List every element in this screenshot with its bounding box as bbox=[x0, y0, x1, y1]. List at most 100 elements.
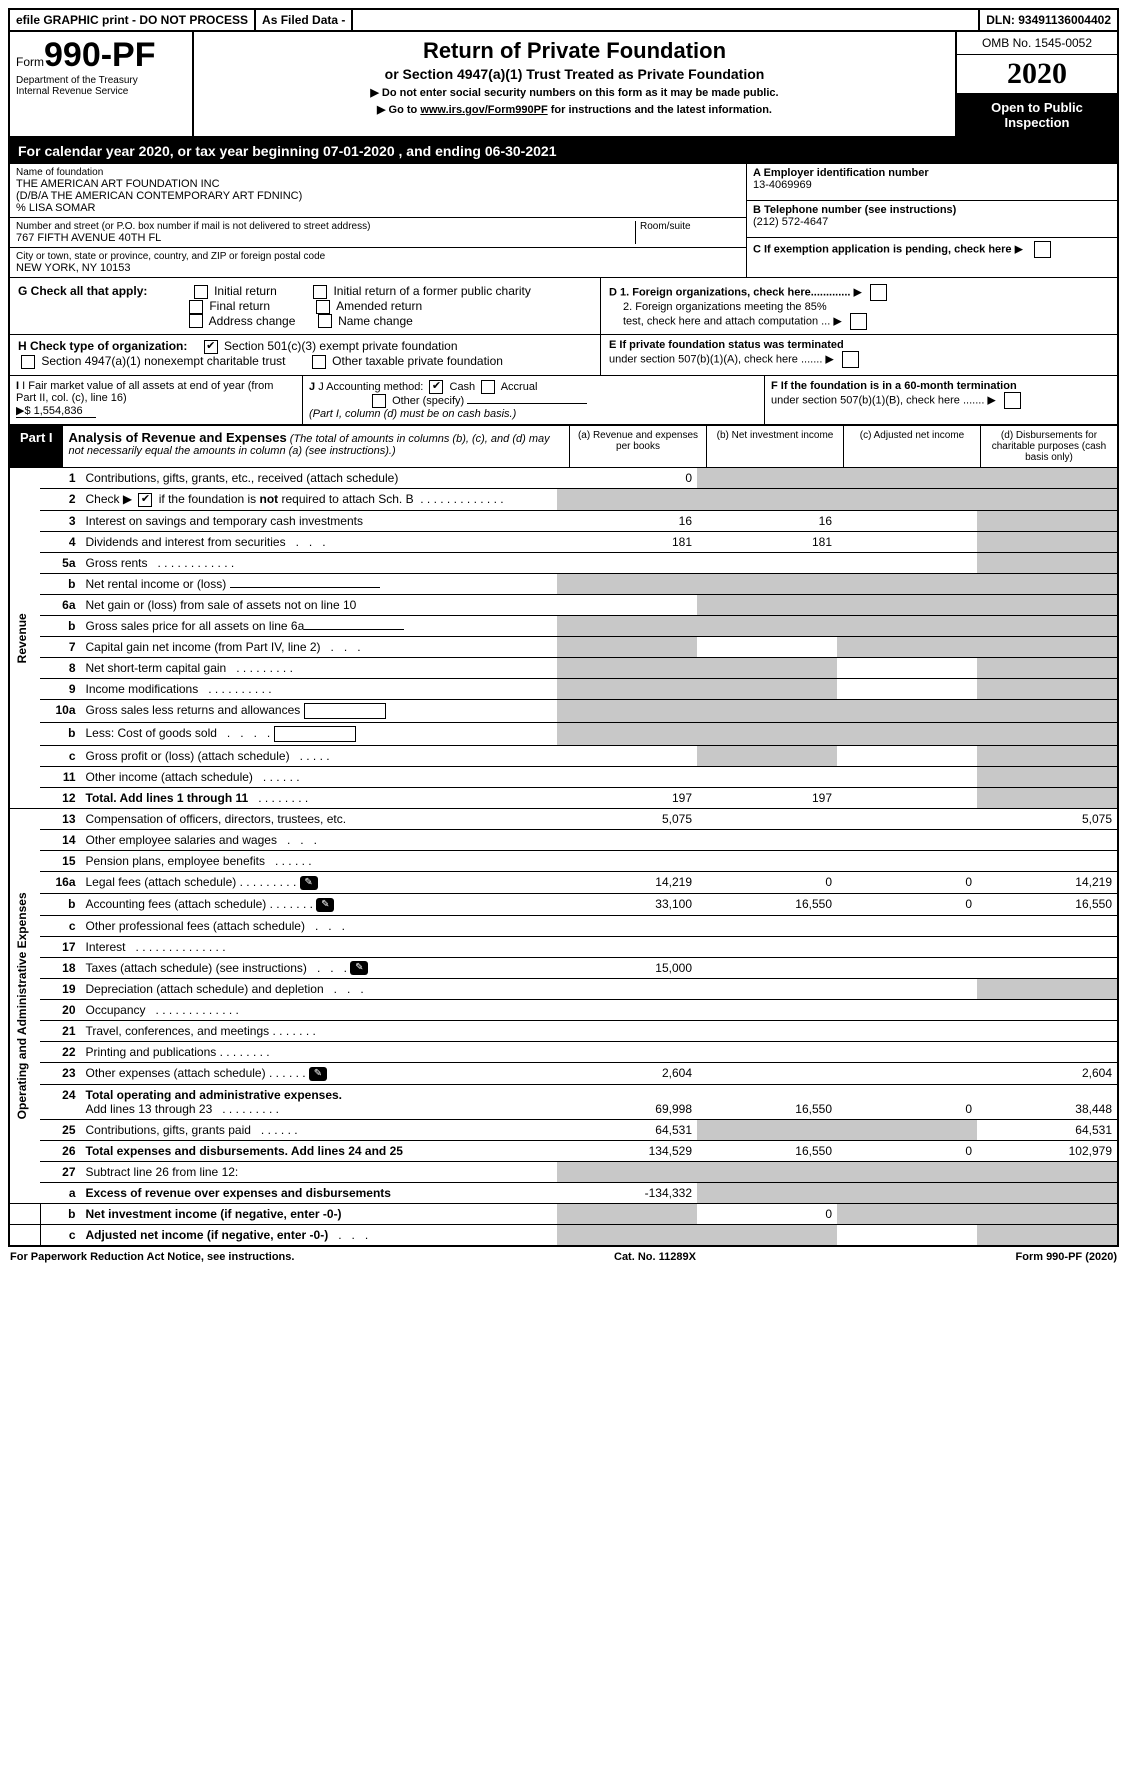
footer-mid: Cat. No. 11289X bbox=[614, 1251, 696, 1263]
line15: Pension plans, employee benefits . . . .… bbox=[81, 850, 558, 871]
g-address-chk[interactable] bbox=[189, 314, 203, 328]
r12-b: 197 bbox=[697, 787, 837, 808]
footer-left: For Paperwork Reduction Act Notice, see … bbox=[10, 1251, 294, 1263]
r25-a: 64,531 bbox=[557, 1120, 697, 1141]
fmv-j: J J Accounting method: ✔ Cash Accrual Ot… bbox=[303, 376, 765, 424]
r27b-b: 0 bbox=[697, 1204, 837, 1225]
line23: Other expenses (attach schedule) . . . .… bbox=[81, 1063, 558, 1085]
line1: Contributions, gifts, grants, etc., rece… bbox=[81, 468, 558, 489]
j-cash-chk[interactable]: ✔ bbox=[429, 380, 443, 394]
d2b: test, check here and attach computation … bbox=[623, 315, 830, 327]
cal-mid: , and ending bbox=[399, 143, 485, 159]
r3-b: 16 bbox=[697, 510, 837, 531]
line10a: Gross sales less returns and allowances bbox=[81, 699, 558, 722]
name-label: Name of foundation bbox=[16, 167, 740, 178]
ein-row: A Employer identification number 13-4069… bbox=[747, 164, 1117, 201]
dln: DLN: 93491136004402 bbox=[980, 10, 1117, 30]
irs-link[interactable]: www.irs.gov/Form990PF bbox=[420, 104, 547, 116]
calendar-row: For calendar year 2020, or tax year begi… bbox=[10, 138, 1117, 164]
r24-d: 38,448 bbox=[977, 1085, 1117, 1120]
r4-b: 181 bbox=[697, 531, 837, 552]
line9: Income modifications . . . . . . . . . . bbox=[81, 678, 558, 699]
footer: For Paperwork Reduction Act Notice, see … bbox=[8, 1247, 1119, 1267]
addr-label: Number and street (or P.O. box number if… bbox=[16, 221, 631, 232]
form-990pf-page: efile GRAPHIC print - DO NOT PROCESS As … bbox=[8, 8, 1119, 1247]
g-former-chk[interactable] bbox=[313, 285, 327, 299]
r13-a: 5,075 bbox=[557, 808, 697, 829]
f-chk[interactable] bbox=[1004, 392, 1021, 409]
f2: under section 507(b)(1)(B), check here .… bbox=[771, 395, 984, 407]
r4-a: 181 bbox=[557, 531, 697, 552]
line14: Other employee salaries and wages . . . bbox=[81, 829, 558, 850]
line4: Dividends and interest from securities .… bbox=[81, 531, 558, 552]
g-final-chk[interactable] bbox=[189, 300, 203, 314]
line5b: Net rental income or (loss) bbox=[81, 573, 558, 594]
pen-icon[interactable]: ✎ bbox=[350, 961, 368, 975]
g-h-left: G Check all that apply: Initial return I… bbox=[10, 278, 600, 375]
j-accr-chk[interactable] bbox=[481, 380, 495, 394]
h-501c3-chk[interactable]: ✔ bbox=[204, 340, 218, 354]
r16a-b: 0 bbox=[697, 871, 837, 893]
h-other-chk[interactable] bbox=[312, 355, 326, 369]
e-chk[interactable] bbox=[842, 351, 859, 368]
d1-chk[interactable] bbox=[870, 284, 887, 301]
footer-right: Form 990-PF (2020) bbox=[1016, 1251, 1118, 1263]
addr-value: 767 FIFTH AVENUE 40TH FL bbox=[16, 232, 631, 244]
dept2: Internal Revenue Service bbox=[16, 86, 186, 97]
line27: Subtract line 26 from line 12: bbox=[81, 1162, 558, 1183]
r24-a: 69,998 bbox=[557, 1085, 697, 1120]
fmv-i-value: ▶$ 1,554,836 bbox=[16, 404, 96, 418]
r16b-b: 16,550 bbox=[697, 893, 837, 915]
title-main: Return of Private Foundation bbox=[200, 38, 949, 64]
pen-icon[interactable]: ✎ bbox=[309, 1067, 327, 1081]
col-b-head: (b) Net investment income bbox=[707, 426, 844, 467]
h-4947-chk[interactable] bbox=[21, 355, 35, 369]
g-initial-chk[interactable] bbox=[194, 285, 208, 299]
part1-badge: Part I bbox=[10, 426, 63, 467]
g-opt1: Initial return of a former public charit… bbox=[333, 284, 530, 298]
side-expenses: Operating and Administrative Expenses bbox=[10, 808, 40, 1203]
r16b-c: 0 bbox=[837, 893, 977, 915]
g-row: G Check all that apply: Initial return I… bbox=[18, 284, 592, 328]
r18-a: 15,000 bbox=[557, 957, 697, 979]
form-number: 990-PF bbox=[44, 36, 156, 74]
open-inspection: Open to Public Inspection bbox=[957, 94, 1117, 136]
pen-icon[interactable]: ✎ bbox=[300, 876, 318, 890]
pen-icon[interactable]: ✎ bbox=[316, 898, 334, 912]
ein-value: 13-4069969 bbox=[753, 179, 1111, 191]
g-opt0: Initial return bbox=[214, 284, 277, 298]
id-left: Name of foundation THE AMERICAN ART FOUN… bbox=[10, 164, 746, 277]
h-opt1: Section 501(c)(3) exempt private foundat… bbox=[224, 339, 457, 353]
line7: Capital gain net income (from Part IV, l… bbox=[81, 636, 558, 657]
fmv-row: I I Fair market value of all assets at e… bbox=[10, 376, 1117, 426]
line21: Travel, conferences, and meetings . . . … bbox=[81, 1021, 558, 1042]
title-box: Return of Private Foundation or Section … bbox=[194, 32, 955, 136]
g-label: G Check all that apply: bbox=[18, 284, 147, 298]
line18: Taxes (attach schedule) (see instruction… bbox=[81, 957, 558, 979]
d1-row: D 1. Foreign organizations, check here..… bbox=[609, 284, 1109, 301]
r13-d: 5,075 bbox=[977, 808, 1117, 829]
j-other-chk[interactable] bbox=[372, 394, 386, 408]
j-cash: Cash bbox=[450, 381, 476, 393]
c-checkbox[interactable] bbox=[1034, 241, 1051, 258]
as-filed: As Filed Data - bbox=[256, 10, 353, 30]
line2-chk[interactable]: ✔ bbox=[138, 493, 152, 507]
e1: E If private foundation status was termi… bbox=[609, 339, 844, 351]
title-sub: or Section 4947(a)(1) Trust Treated as P… bbox=[200, 66, 949, 82]
line27c: Adjusted net income (if negative, enter … bbox=[81, 1225, 558, 1246]
room-label: Room/suite bbox=[640, 221, 740, 232]
line13: Compensation of officers, directors, tru… bbox=[81, 808, 558, 829]
line27a: Excess of revenue over expenses and disb… bbox=[81, 1183, 558, 1204]
h-opt3: Other taxable private foundation bbox=[332, 354, 503, 368]
d2-chk[interactable] bbox=[850, 313, 867, 330]
j-other: Other (specify) bbox=[392, 395, 464, 407]
d1-label: D 1. Foreign organizations, check here..… bbox=[609, 286, 850, 298]
part1-header: Part I Analysis of Revenue and Expenses … bbox=[10, 426, 1117, 468]
dept1: Department of the Treasury bbox=[16, 75, 186, 86]
part1-desc: Analysis of Revenue and Expenses (The to… bbox=[63, 426, 569, 467]
g-amended-chk[interactable] bbox=[316, 300, 330, 314]
part1-table: Revenue 1Contributions, gifts, grants, e… bbox=[10, 468, 1117, 1245]
city-label: City or town, state or province, country… bbox=[16, 251, 740, 262]
right-box: OMB No. 1545-0052 2020 Open to Public In… bbox=[955, 32, 1117, 136]
g-name-chk[interactable] bbox=[318, 314, 332, 328]
